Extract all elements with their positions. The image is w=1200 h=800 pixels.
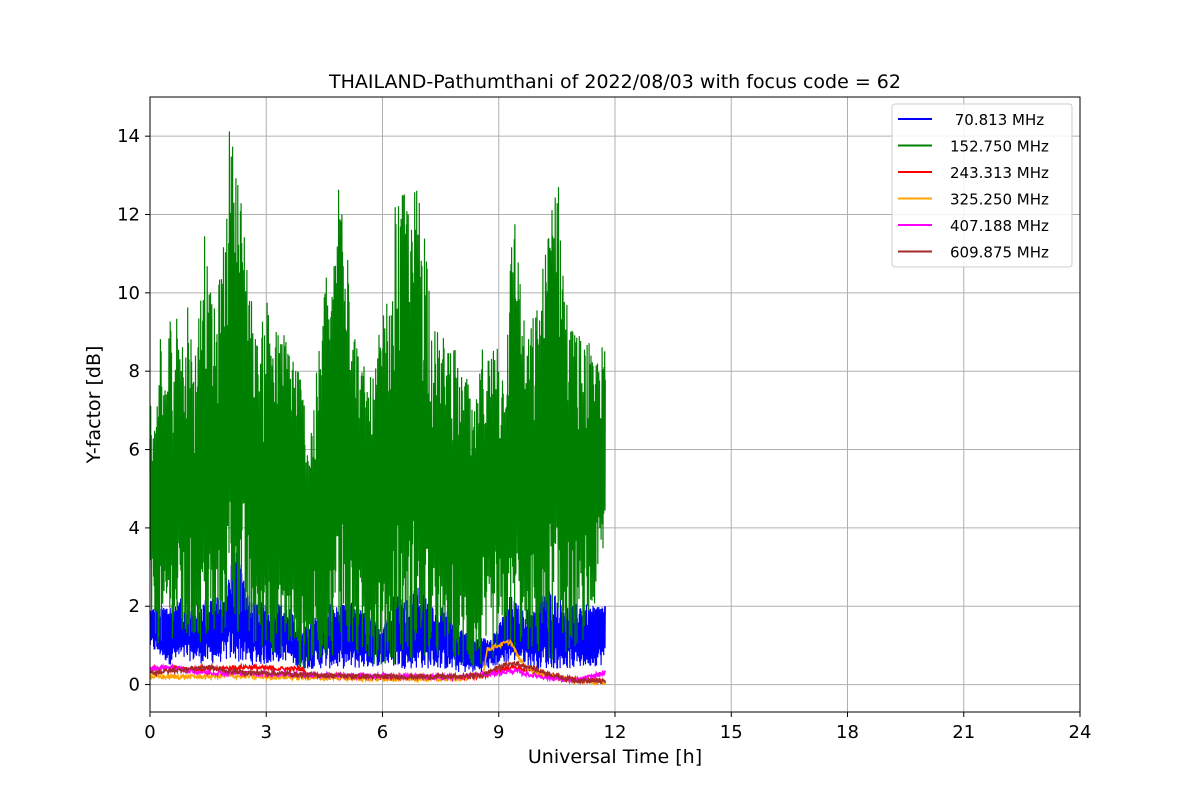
legend-label: 407.188 MHz [950, 217, 1049, 235]
y-tick-label: 6 [129, 440, 140, 461]
y-tick-label: 8 [129, 361, 140, 382]
y-tick-label: 4 [129, 518, 140, 539]
x-tick-label: 15 [720, 722, 743, 743]
series-layer [149, 131, 607, 687]
legend-label: 70.813 MHz [950, 111, 1044, 129]
y-tick-label: 12 [117, 205, 140, 226]
x-tick-label: 6 [377, 722, 388, 743]
y-tick-label: 10 [117, 283, 140, 304]
x-tick-label: 9 [493, 722, 504, 743]
series-line-1 [149, 131, 606, 672]
chart-title: THAILAND-Pathumthani of 2022/08/03 with … [328, 71, 901, 93]
y-tick-label: 0 [129, 675, 140, 696]
x-tick-label: 21 [952, 722, 975, 743]
legend-label: 609.875 MHz [950, 244, 1049, 262]
x-axis-label: Universal Time [h] [528, 746, 702, 768]
y-tick-label: 14 [117, 126, 140, 147]
y-axis-label: Y-factor [dB] [83, 346, 105, 465]
x-tick-label: 3 [261, 722, 272, 743]
x-tick-label: 12 [604, 722, 627, 743]
legend-box [891, 103, 1073, 268]
x-tick-label: 18 [836, 722, 859, 743]
legend-label: 152.750 MHz [950, 138, 1049, 156]
series-line-5 [149, 659, 607, 685]
x-tick-label: 0 [144, 722, 155, 743]
y-tick-label: 2 [129, 596, 140, 617]
legend: 70.813 MHz 152.750 MHz 243.313 MHz 325.250 … [891, 103, 1073, 268]
legend-label: 325.250 MHz [950, 191, 1049, 209]
x-tick-label: 24 [1069, 722, 1092, 743]
legend-label: 243.313 MHz [950, 164, 1049, 182]
